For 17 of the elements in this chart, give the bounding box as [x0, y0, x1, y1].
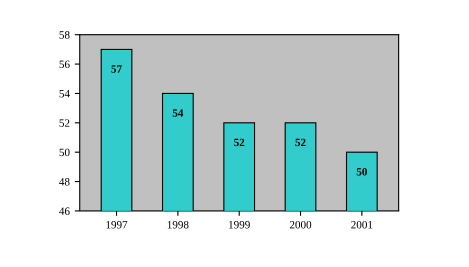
data-label: 54	[172, 109, 184, 117]
x-tick-label: 2001	[351, 220, 372, 228]
data-label: 52	[234, 138, 244, 146]
y-tick-label: 56	[60, 60, 70, 68]
y-tick-label: 46	[59, 207, 70, 215]
data-label: 57	[111, 65, 122, 73]
y-tick-label: 52	[60, 119, 70, 127]
x-tick-label: 1998	[168, 220, 189, 228]
x-tick-label: 1997	[106, 221, 128, 228]
y-tick-label: 58	[60, 31, 70, 39]
data-label: 50	[356, 168, 367, 176]
x-tick-label: 2000	[290, 220, 312, 228]
y-tick-label: 54	[60, 90, 70, 98]
data-label: 52	[295, 138, 306, 146]
x-tick-label: 1999	[229, 221, 250, 228]
y-tick-label: 48	[59, 178, 70, 186]
y-tick-label: 50	[60, 148, 70, 156]
